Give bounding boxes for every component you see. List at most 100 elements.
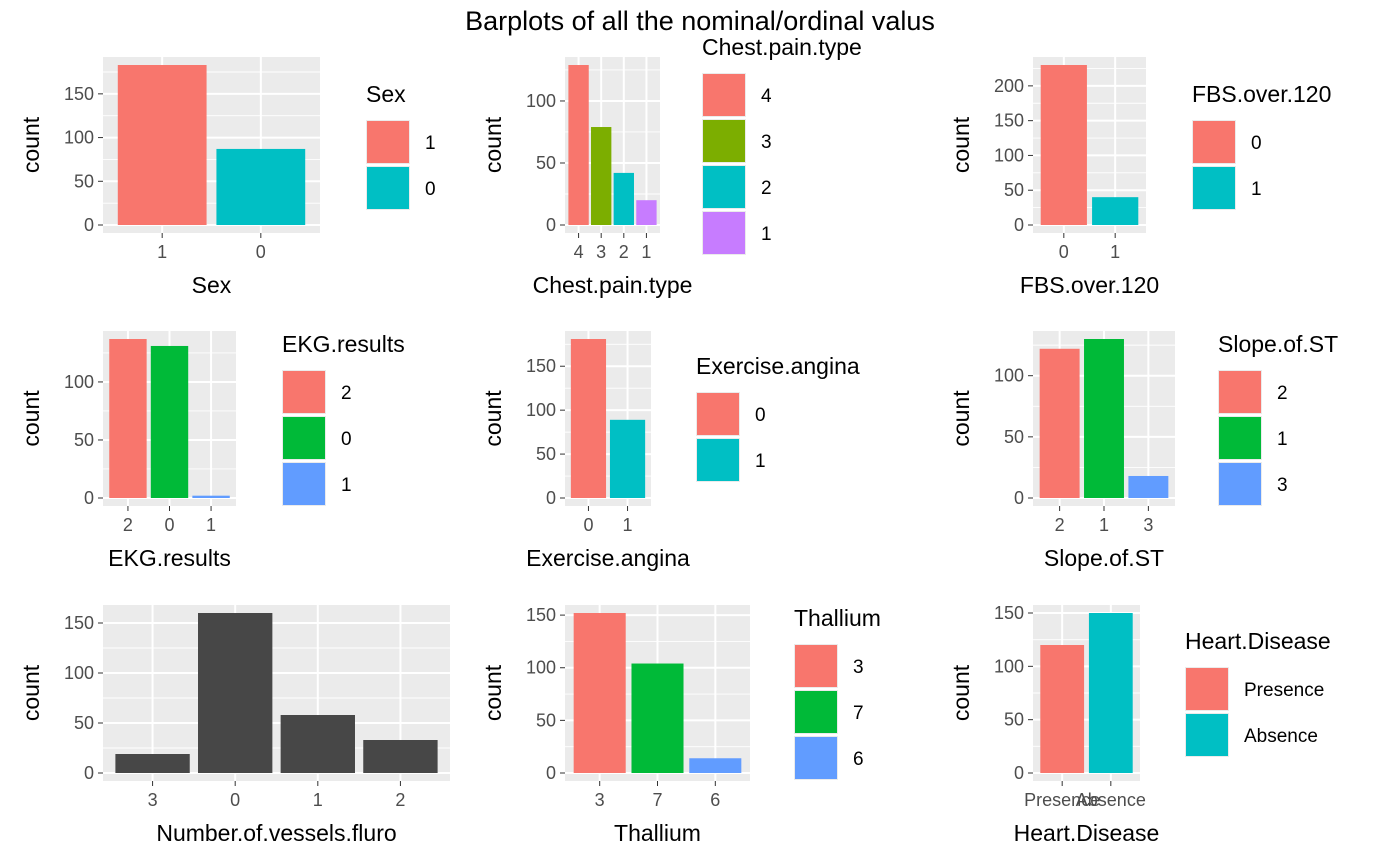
y-tick-label: 50 [536,710,556,730]
y-tick-label: 0 [546,215,556,235]
legend-label: 1 [1277,429,1288,450]
legend-title: Sex [366,81,406,107]
y-tick-label: 0 [84,488,94,508]
legend-label: 6 [853,749,864,770]
legend-label: 1 [1251,179,1262,200]
legend-title: FBS.over.120 [1192,81,1331,107]
legend-key [795,691,837,733]
y-tick-label: 150 [526,605,556,625]
legend-key [795,737,837,779]
x-tick-label: 7 [652,790,662,810]
legend-label: 3 [1277,475,1288,496]
y-tick-label: 0 [546,488,556,508]
bar [591,127,612,225]
y-tick-label: 100 [526,658,556,678]
legend-title: Chest.pain.type [702,34,862,60]
x-tick-label: 6 [710,790,720,810]
x-tick-label: 0 [1059,242,1069,262]
y-tick-label: 50 [1004,180,1024,200]
legend-label: 4 [761,86,772,107]
x-tick-label: 3 [595,790,605,810]
legend-label: 7 [853,703,864,724]
y-axis-title: count [18,116,44,173]
y-tick-label: 100 [994,366,1024,386]
x-tick-label: 0 [583,515,593,535]
y-axis-title: count [948,664,974,721]
legend-label: 0 [755,405,766,426]
legend-key [283,463,325,505]
bar [117,65,207,225]
bar [150,345,189,498]
x-tick-label: 3 [596,242,606,262]
legend-key [1186,668,1228,710]
bar [689,758,742,773]
y-axis-title: count [18,664,44,721]
x-tick-label: 0 [164,515,174,535]
bar [1039,348,1080,498]
x-tick-label: 1 [157,242,167,262]
x-tick-label: 1 [313,790,323,810]
x-tick-label: 0 [230,790,240,810]
legend-key [1219,463,1261,505]
bar [115,754,190,773]
legend-key [703,120,745,162]
page-title: Barplots of all the nominal/ordinal valu… [465,6,935,36]
y-tick-label: 50 [536,153,556,173]
bar [1040,645,1085,773]
legend-label: 0 [341,429,352,450]
bar [1084,339,1124,498]
legend-label: Absence [1244,726,1318,747]
y-tick-label: 0 [84,215,94,235]
x-tick-label: 2 [619,242,629,262]
legend-label: 1 [341,475,352,496]
bar [198,613,273,773]
legend-title: Slope.of.ST [1218,331,1338,357]
legend-key [367,121,409,163]
bar [1088,613,1133,773]
y-tick-label: 150 [526,356,556,376]
legend-key [703,212,745,254]
legend-label: 1 [761,224,772,245]
bar [280,715,355,773]
bar [573,613,626,773]
legend-label: 2 [761,178,772,199]
legend-title: Heart.Disease [1185,628,1331,654]
bar [570,339,607,498]
bar [609,419,646,498]
x-axis-title: Number.of.vessels.fluro [156,820,396,846]
legend-key [283,371,325,413]
x-axis-title: EKG.results [108,545,231,571]
y-tick-label: 0 [1014,215,1024,235]
y-tick-label: 100 [526,400,556,420]
x-axis-title: Slope.of.ST [1044,545,1164,571]
legend-label: 3 [761,132,772,153]
legend-label: 2 [341,383,352,404]
legend-title: Thallium [794,605,881,631]
y-tick-label: 50 [74,430,94,450]
legend-key [703,74,745,116]
legend-label: 1 [425,133,436,154]
bar [1092,197,1139,225]
x-axis-title: FBS.over.120 [1020,272,1159,298]
x-tick-label: 1 [623,515,633,535]
x-tick-label: 3 [1143,515,1153,535]
legend-key [1219,371,1261,413]
bar [1040,65,1087,225]
legend-label: Presence [1244,680,1324,701]
y-tick-label: 0 [84,763,94,783]
y-tick-label: 150 [64,613,94,633]
y-tick-label: 100 [64,128,94,148]
y-tick-label: 0 [1014,763,1024,783]
y-tick-label: 50 [74,171,94,191]
x-axis-title: Sex [192,272,232,298]
y-tick-label: 100 [64,372,94,392]
y-tick-label: 100 [994,656,1024,676]
y-tick-label: 100 [64,663,94,683]
legend-key [1193,121,1235,163]
y-tick-label: 100 [994,145,1024,165]
y-tick-label: 150 [64,84,94,104]
legend-key [1186,714,1228,756]
x-tick-label: 2 [395,790,405,810]
x-tick-label: 1 [206,515,216,535]
legend-key [697,393,739,435]
